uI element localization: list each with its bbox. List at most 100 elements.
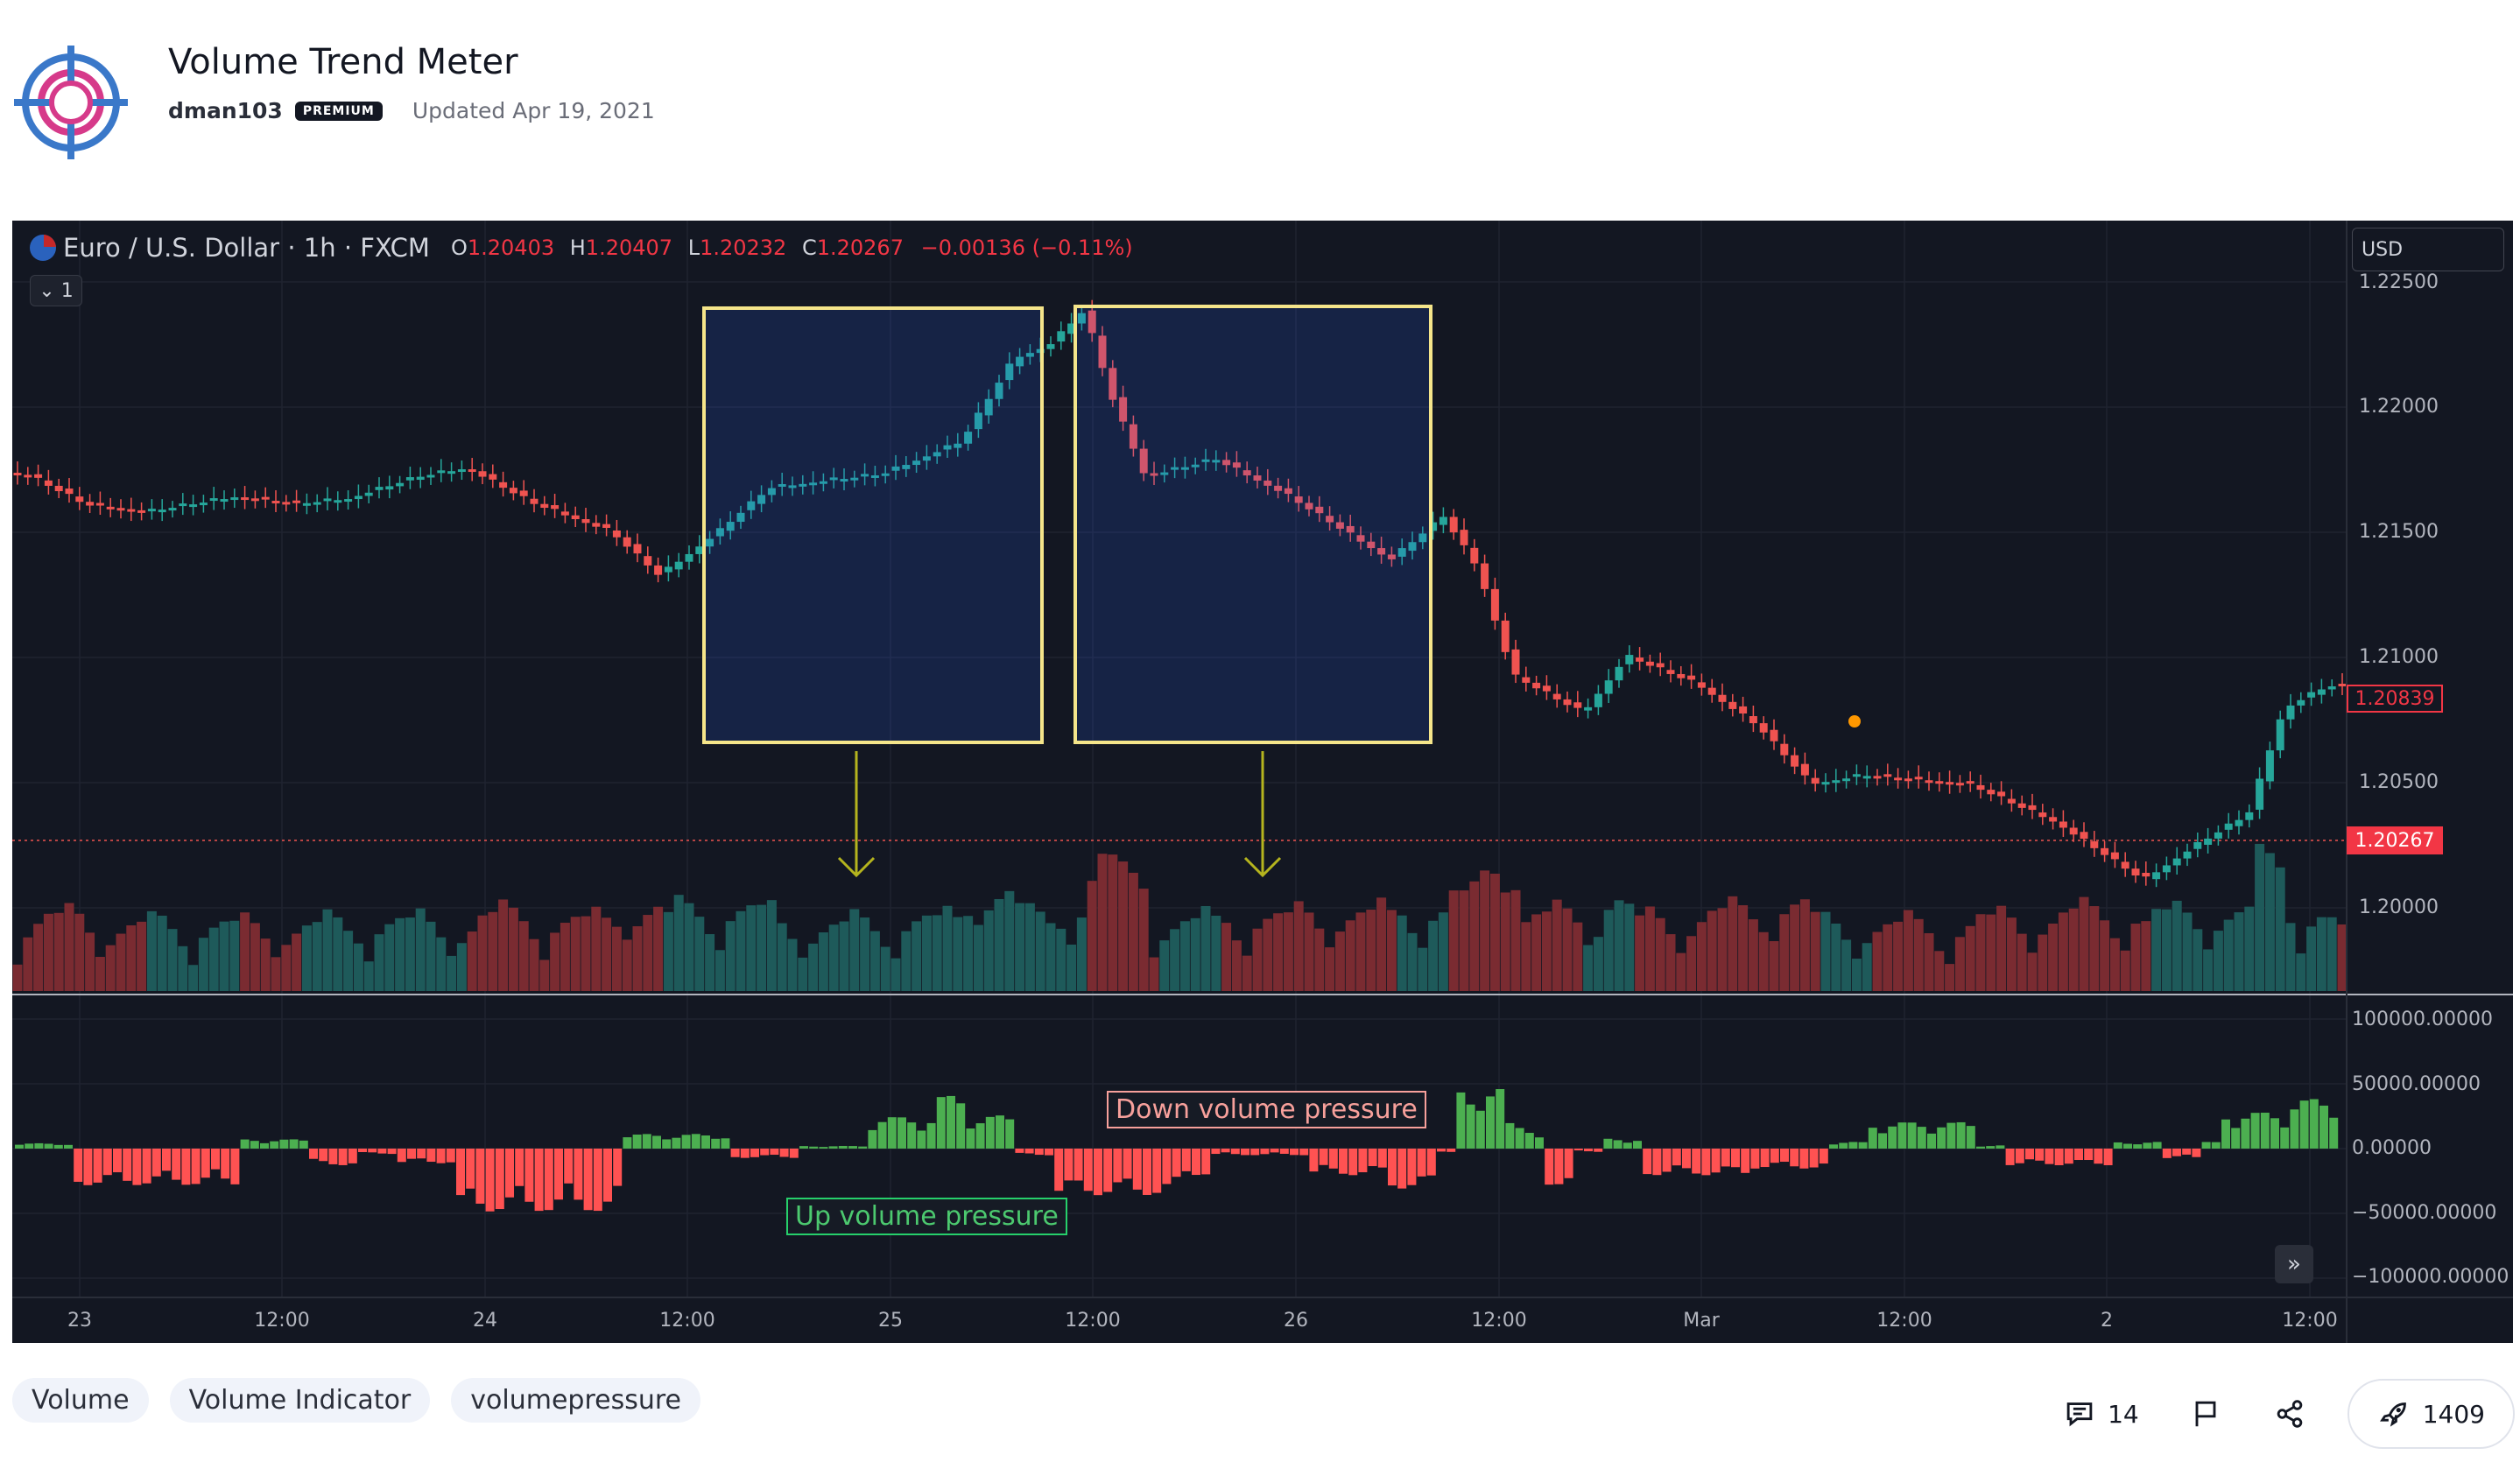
candle-body <box>271 501 280 504</box>
pressure-bar <box>436 1149 446 1163</box>
volume-bar <box>395 917 405 991</box>
volume-bar <box>1087 881 1097 991</box>
share-button[interactable] <box>2272 1396 2307 1431</box>
pressure-bar <box>1652 1149 1662 1176</box>
pressure-bar <box>2172 1149 2181 1156</box>
candle-body <box>2307 692 2316 698</box>
tag-volumepressure[interactable]: volumepressure <box>451 1378 700 1423</box>
volume-bar <box>1024 903 1035 991</box>
volume-bar <box>1924 932 1934 991</box>
volume-bar <box>1345 920 1355 991</box>
volume-bar <box>2316 917 2326 991</box>
volume-bar <box>890 958 901 991</box>
candle-body <box>1160 472 1169 475</box>
pressure-bar <box>1162 1149 1172 1184</box>
ohlc-values: O1.20403 H1.20407 L1.20232 C1.20267 −0.0… <box>450 235 1133 260</box>
candle-body <box>1460 530 1468 545</box>
candle-body <box>1077 313 1086 324</box>
candle-body <box>1222 460 1231 466</box>
candle-body <box>881 473 890 476</box>
pressure-bar <box>583 1149 593 1211</box>
candle-body <box>2172 858 2181 866</box>
candle-body <box>282 502 291 505</box>
candle-body <box>1315 506 1324 514</box>
author-link[interactable]: dman103 <box>168 98 283 123</box>
flag-button[interactable] <box>2188 1396 2223 1431</box>
volume-bar <box>2141 921 2151 991</box>
pressure-bar <box>1770 1149 1779 1163</box>
candle-body <box>540 503 549 509</box>
candle-body <box>416 476 425 481</box>
volume-bar <box>43 913 53 991</box>
volume-bar <box>983 910 994 991</box>
volume-bar <box>2172 900 2182 991</box>
candle-body <box>954 443 962 448</box>
pressure-bar <box>956 1103 966 1149</box>
time-axis-label: 25 <box>878 1310 903 1332</box>
candle-body <box>499 481 508 489</box>
volume-bar <box>1418 947 1428 991</box>
pressure-bar <box>2005 1149 2015 1165</box>
tag-list: Volume Volume Indicator volumepressure <box>12 1378 700 1423</box>
tag-volume[interactable]: Volume <box>12 1378 149 1423</box>
volume-bar <box>2038 934 2048 991</box>
volume-bar <box>611 926 622 991</box>
comments-button[interactable]: 14 <box>2062 1396 2139 1431</box>
volume-bar <box>260 938 271 991</box>
candle-body <box>2152 872 2161 880</box>
chart-area[interactable]: Euro / U.S. Dollar · 1h · FXCM O1.20403 … <box>12 221 2513 1343</box>
candle-body <box>509 488 517 494</box>
pressure-bar <box>1573 1149 1583 1151</box>
pressure-bar <box>975 1123 985 1149</box>
candle-body <box>757 495 766 504</box>
scroll-to-realtime-button[interactable]: » <box>2275 1245 2313 1283</box>
pressure-bar <box>1192 1149 1200 1176</box>
candle-body <box>850 477 859 481</box>
candle-body <box>1584 706 1593 711</box>
volume-bar <box>1128 872 1138 991</box>
volume-bar <box>1831 923 1841 991</box>
symbol-legend[interactable]: Euro / U.S. Dollar · 1h · FXCM O1.20403 … <box>30 233 1133 263</box>
volume-bar <box>1015 903 1025 991</box>
pressure-bar <box>1073 1149 1083 1181</box>
pressure-bar <box>907 1122 917 1149</box>
currency-selector[interactable]: USD <box>2352 228 2504 271</box>
volume-bar <box>1583 945 1594 991</box>
volume-bar <box>2100 920 2110 991</box>
flag-icon <box>2195 1401 2216 1427</box>
pressure-bar <box>926 1122 936 1149</box>
pressure-bar <box>1152 1149 1162 1193</box>
symbol-name: Euro / U.S. Dollar · 1h · FXCM <box>63 233 430 263</box>
candle-body <box>334 500 342 503</box>
tag-volume-indicator[interactable]: Volume Indicator <box>169 1378 431 1423</box>
candle-body <box>1129 424 1137 449</box>
legend-collapse-button[interactable]: ⌄ 1 <box>30 275 82 306</box>
volume-bar <box>1686 936 1697 991</box>
candle-body <box>179 503 187 507</box>
candle-body <box>1666 670 1675 674</box>
candle-body <box>24 474 32 478</box>
pressure-bar <box>760 1149 770 1156</box>
pressure-bar <box>1711 1149 1721 1173</box>
candle-body <box>354 496 363 500</box>
candle-body <box>623 537 631 547</box>
pressure-bar <box>1594 1149 1603 1152</box>
pressure-bar <box>328 1149 338 1164</box>
pressure-bar <box>1123 1149 1132 1179</box>
boost-button[interactable]: 1409 <box>2347 1379 2515 1449</box>
chart-canvas[interactable] <box>12 221 2513 1343</box>
pressure-bar <box>2133 1144 2143 1149</box>
candle-body <box>2276 719 2284 751</box>
pressure-bar <box>1456 1092 1466 1149</box>
candle-body <box>1552 693 1561 699</box>
pressure-bar <box>1034 1149 1044 1156</box>
candle-body <box>1139 448 1148 474</box>
volume-bar <box>1149 957 1159 991</box>
pressure-bar <box>1221 1149 1230 1153</box>
pressure-bar <box>740 1149 750 1158</box>
volume-bar <box>746 905 757 991</box>
volume-bar <box>2079 896 2089 991</box>
pressure-bar <box>1328 1149 1338 1169</box>
pressure-bar <box>1143 1149 1151 1195</box>
pressure-bar <box>877 1121 887 1149</box>
